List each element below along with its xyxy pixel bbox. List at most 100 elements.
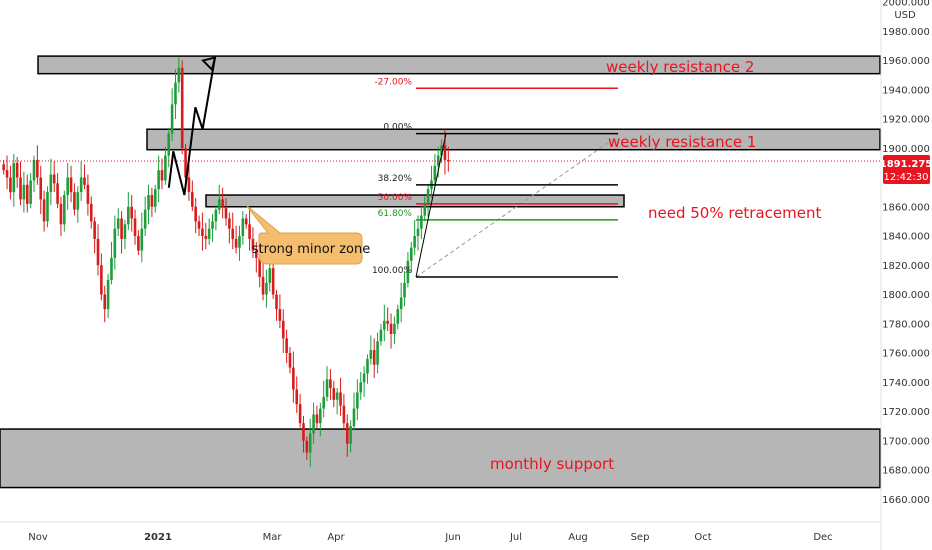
candle-body — [329, 379, 332, 389]
candle-body — [376, 341, 379, 365]
y-axis[interactable]: 1660.000 1680.000 1700.000 1720.000 1740.000… — [880, 0, 930, 550]
y-tick-label: 1940.000 — [882, 85, 930, 96]
candle-body — [315, 414, 319, 424]
fib-level-label: 0.00% — [383, 123, 412, 133]
dashed-trendline — [415, 139, 613, 278]
arrowhead-icon — [201, 56, 217, 72]
monthly-support-zone[interactable] — [0, 428, 881, 489]
candle-body — [433, 165, 437, 181]
y-tick-label: 1660.000 — [882, 495, 930, 506]
candle-body — [153, 189, 157, 207]
x-tick-label: Nov — [28, 532, 48, 543]
candle-body — [103, 294, 107, 310]
candle-body — [319, 408, 322, 424]
candle-body — [224, 206, 228, 219]
candle-body — [167, 133, 171, 156]
candle-body — [177, 67, 181, 83]
candle-body — [63, 195, 66, 225]
candle-body — [359, 382, 363, 393]
x-tick-label: Jun — [444, 532, 461, 543]
last-price-tag: 1891.275 12:42:30 — [880, 155, 932, 184]
candle-body — [285, 338, 288, 353]
candle-body — [389, 323, 393, 334]
bar-countdown: 12:42:30 — [884, 172, 929, 183]
candle-body — [302, 423, 305, 441]
x-tick-label: Oct — [694, 532, 711, 543]
x-tick-label: Apr — [327, 532, 345, 543]
candle-body — [194, 206, 197, 222]
candle-body — [160, 170, 164, 181]
y-tick-label: 1700.000 — [882, 436, 930, 447]
candle-body — [403, 282, 406, 298]
candle-body — [386, 320, 389, 324]
candle-body — [197, 221, 201, 229]
x-axis[interactable]: Nov 2021 Mar Apr Jun Jul Aug Sep Oct Dec — [0, 521, 880, 543]
strong-minor-zone-callout[interactable]: strong minor zone — [245, 204, 370, 265]
candle-body — [180, 67, 184, 149]
need-retracement-label: need 50% retracement — [648, 204, 821, 222]
candle-body — [86, 184, 90, 204]
candle-body — [281, 320, 285, 339]
candle-body — [147, 195, 150, 210]
candle-body — [137, 236, 140, 251]
candlestick-series — [2, 57, 450, 468]
candle-body — [42, 199, 46, 222]
candle-body — [12, 162, 16, 193]
candle-body — [379, 329, 383, 342]
y-tick-label: 1900.000 — [882, 144, 930, 155]
candle-body — [366, 358, 369, 374]
candle-body — [332, 388, 336, 400]
candle-body — [150, 195, 154, 207]
candle-body — [275, 294, 278, 310]
y-tick-label: 1800.000 — [882, 290, 930, 301]
candle-body — [130, 206, 133, 219]
x-tick-label: 2021 — [144, 532, 172, 543]
candle-body — [251, 238, 255, 251]
candle-body — [255, 250, 258, 258]
y-tick-label: 1860.000 — [882, 202, 930, 213]
y-tick-label: 1740.000 — [882, 378, 930, 389]
candle-body — [76, 192, 80, 210]
candle-body — [345, 423, 349, 444]
fib-anchor-line — [415, 133, 447, 278]
candle-body — [258, 257, 261, 277]
candle-body — [406, 260, 410, 283]
candle-body — [308, 433, 312, 453]
weekly-resistance-1-label: weekly resistance 1 — [608, 133, 756, 151]
candle-body — [396, 309, 400, 324]
x-tick-label: Dec — [813, 532, 832, 543]
candle-body — [120, 218, 123, 239]
callout-box — [245, 204, 363, 265]
candle-body — [73, 192, 76, 210]
candle-body — [211, 221, 214, 229]
candle-body — [36, 159, 39, 178]
candle-body — [9, 177, 12, 193]
candle-body — [372, 350, 376, 365]
candle-body — [322, 396, 325, 409]
candle-body — [399, 297, 403, 310]
weekly-resistance-1-zone[interactable] — [146, 128, 881, 151]
fib-level-label: -27.00% — [374, 77, 412, 87]
fib-level-label: 100.00% — [372, 266, 412, 276]
x-tick-label: Mar — [263, 532, 283, 543]
candle-body — [416, 228, 420, 236]
candle-body — [383, 320, 386, 330]
projection-path — [167, 57, 216, 196]
weekly-resistance-2-zone[interactable] — [37, 55, 881, 75]
candle-body — [25, 184, 29, 204]
monthly-support-label: monthly support — [490, 455, 614, 473]
candle-body — [342, 405, 346, 424]
fib-level-label: 50.00% — [378, 193, 413, 203]
candle-body — [204, 236, 208, 239]
candle-body — [409, 247, 413, 261]
candle-body — [106, 279, 110, 310]
candle-body — [214, 209, 218, 222]
strong-minor-zone[interactable] — [205, 194, 625, 208]
candle-body — [52, 174, 56, 184]
candle-body — [423, 203, 427, 216]
candle-body — [228, 218, 231, 229]
candle-body — [93, 221, 96, 239]
y-tick-label: 1840.000 — [882, 232, 930, 243]
candle-body — [268, 268, 272, 283]
